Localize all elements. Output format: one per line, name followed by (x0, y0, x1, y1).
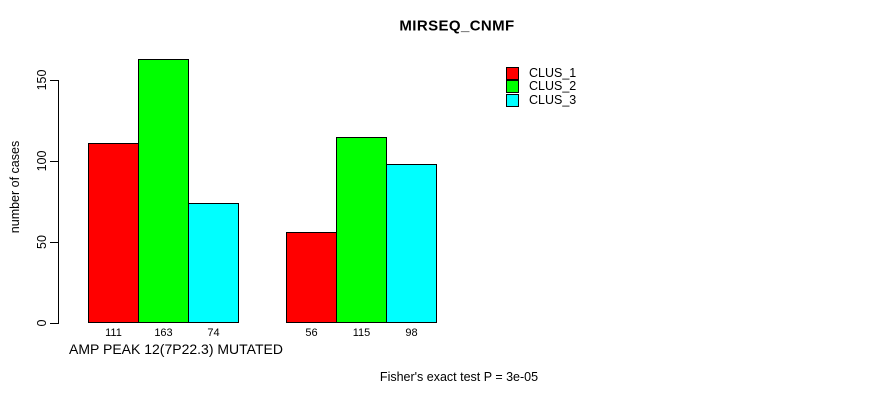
x-category-label: AMP PEAK 12(7P22.3) MUTATED (69, 341, 283, 357)
legend-swatch-clus_2-icon (506, 80, 519, 93)
bar-clus_1-group2 (286, 232, 337, 323)
y-axis-tick (50, 242, 58, 243)
bar-clus_1-group1 (88, 143, 139, 323)
bar-value-label: 98 (405, 327, 418, 339)
legend-swatch-clus_1-icon (506, 66, 519, 80)
legend-item-clus_2: CLUS_2 (506, 80, 576, 93)
legend-label: CLUS_2 (529, 79, 577, 93)
bar-clus_3-group2 (386, 164, 437, 323)
y-axis-tick (50, 161, 58, 162)
chart-title: MIRSEQ_CNMF (399, 17, 515, 35)
legend-label: CLUS_3 (529, 92, 577, 107)
y-axis-line (58, 80, 59, 324)
bar-value-label: 74 (207, 327, 220, 339)
y-axis-tick (50, 80, 58, 81)
legend-label: CLUS_1 (529, 65, 577, 80)
bar-value-label: 111 (105, 327, 122, 339)
bar-value-label: 56 (305, 327, 318, 339)
legend-item-clus_1: CLUS_1 (506, 65, 577, 80)
y-axis-tick-label: 100 (35, 150, 49, 172)
y-axis-tick (50, 323, 58, 324)
y-axis-tick-label: 0 (35, 319, 49, 327)
bar-clus_2-group2 (336, 137, 387, 323)
bar-value-label: 163 (154, 327, 173, 339)
bar-clus_2-group1 (138, 59, 189, 323)
legend-item-clus_3: CLUS_3 (506, 92, 577, 107)
y-axis-tick-label: 50 (35, 235, 49, 249)
legend-swatch-clus_3-icon (506, 93, 519, 107)
stat-annotation: Fisher's exact test P = 3e-05 (379, 370, 539, 384)
y-axis-label: number of cases (8, 140, 22, 234)
bar-value-label: 115 (352, 327, 371, 339)
y-axis-tick-label: 150 (35, 69, 49, 91)
bar-clus_3-group1 (188, 203, 239, 323)
